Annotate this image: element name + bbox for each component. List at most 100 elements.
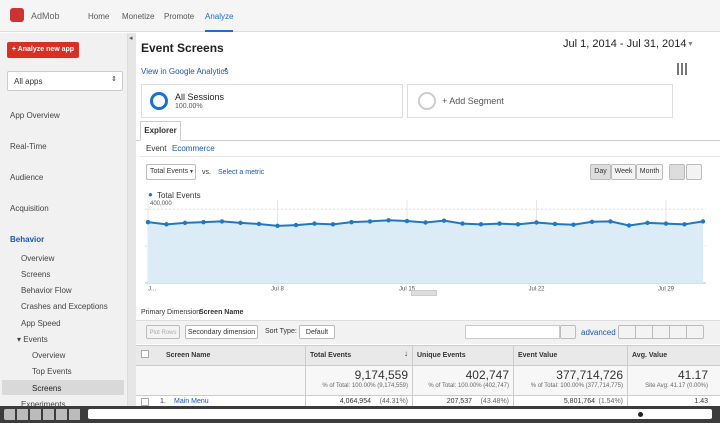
secondary-dimension[interactable]: Secondary dimension	[185, 325, 258, 339]
column-header[interactable]: Event Value	[518, 352, 558, 359]
side-item-selected[interactable]: Screens	[32, 384, 62, 393]
subtab[interactable]: Ecommerce	[172, 144, 215, 153]
search-box[interactable]	[465, 325, 560, 339]
side-selected-bg	[2, 380, 124, 395]
point	[626, 223, 632, 228]
point	[219, 219, 225, 224]
total-value: 377,714,726	[556, 368, 623, 382]
column-header[interactable]: Screen Name	[166, 352, 211, 359]
column-header[interactable]: Total Events	[310, 352, 352, 359]
segment-circle	[418, 92, 436, 110]
side-item-active[interactable]: Behavior	[10, 235, 45, 244]
date-arrow: ▼	[687, 41, 694, 48]
point	[515, 222, 521, 227]
brand: AdMob	[31, 11, 60, 21]
period-button-active[interactable]: Day	[590, 164, 611, 180]
y-tick-label: 400,000	[150, 201, 172, 207]
table-header	[136, 345, 720, 366]
x-tick-label: Jul 29	[658, 287, 675, 293]
cell: 5,801,764	[563, 398, 595, 405]
point	[330, 222, 336, 227]
nav-item-active[interactable]: Analyze	[205, 12, 234, 32]
point	[441, 218, 447, 223]
side-item[interactable]: Overview	[32, 351, 66, 360]
x-tick-label: J...	[148, 287, 156, 293]
new-app-button[interactable]: + Analyze new app	[7, 42, 79, 58]
add-segment-box[interactable]	[407, 84, 673, 118]
metric-select[interactable]: Total Events	[146, 164, 196, 180]
sort-select[interactable]: Default	[299, 325, 335, 339]
app-select[interactable]	[7, 71, 123, 91]
side-item[interactable]: Behavior Flow	[21, 286, 72, 295]
add-segment[interactable]: + Add Segment	[442, 96, 504, 106]
player-controls[interactable]	[4, 409, 82, 420]
select-arrow: ▼	[189, 169, 194, 175]
side-item[interactable]: ▾ Events	[17, 335, 48, 344]
side-item[interactable]: Acquisition	[10, 204, 49, 213]
side-item[interactable]: App Overview	[10, 111, 60, 120]
date-range[interactable]: Jul 1, 2014 - Jul 31, 2014	[563, 38, 687, 50]
point	[404, 218, 410, 224]
search-button[interactable]	[560, 325, 576, 339]
point	[293, 222, 299, 228]
col-divider	[412, 345, 413, 406]
nav-item[interactable]: Promote	[164, 12, 195, 21]
col-divider	[305, 345, 306, 406]
sort-arrow: ↓	[404, 349, 408, 358]
view-buttons[interactable]	[618, 325, 704, 339]
point	[312, 221, 317, 226]
nav-item[interactable]: Home	[88, 12, 110, 21]
point	[645, 220, 650, 226]
period-button[interactable]: Month	[636, 164, 663, 180]
grid-icon[interactable]	[677, 63, 689, 75]
side-item[interactable]: Real-Time	[10, 142, 47, 151]
cell: 207,537	[446, 398, 472, 405]
side-item[interactable]: App Speed	[21, 319, 61, 328]
side-item[interactable]: Screens	[21, 270, 51, 279]
total-note: % of Total: 100.00% (9,174,559)	[322, 383, 408, 389]
nav-item[interactable]: Monetize	[122, 12, 155, 21]
subtab-active[interactable]: Event	[146, 144, 167, 153]
x-tick-label: Jul 22	[528, 287, 545, 293]
side-item[interactable]: Top Events	[32, 367, 72, 376]
total-value: 41.17	[677, 368, 708, 382]
point	[275, 223, 280, 229]
segment-share: 100.00%	[175, 103, 203, 110]
col-divider	[627, 345, 628, 406]
point	[534, 220, 539, 225]
side-item[interactable]: Crashes and Exceptions	[21, 302, 108, 311]
scrubber-knob[interactable]	[638, 412, 643, 417]
player-scrubber[interactable]	[88, 409, 712, 419]
column-header[interactable]: Unique Events	[417, 352, 466, 359]
point	[700, 219, 706, 224]
chart-type-button[interactable]	[669, 164, 685, 180]
side-item[interactable]: Audience	[10, 173, 44, 182]
vs-label: vs.	[202, 169, 211, 176]
plot-rows[interactable]: Plot Rows	[146, 325, 180, 339]
side-item[interactable]: Experiments	[21, 400, 66, 409]
ga-link[interactable]: View in Google Analytics	[141, 67, 229, 76]
row-name[interactable]: Main Menu	[174, 398, 209, 405]
point	[460, 221, 465, 226]
collapse-arrow[interactable]: ◂	[129, 35, 133, 42]
divider	[140, 156, 720, 157]
segment-circle	[150, 92, 168, 110]
point	[589, 219, 595, 224]
point	[497, 221, 502, 226]
select-metric[interactable]: Select a metric	[218, 169, 265, 176]
chart-type-button[interactable]	[686, 164, 702, 180]
sidebar-handle	[128, 33, 136, 406]
period-button[interactable]: Week	[611, 164, 636, 180]
checkbox[interactable]	[141, 398, 149, 406]
column-header[interactable]: Avg. Value	[632, 352, 668, 359]
cell-share: (1.54%)	[598, 398, 623, 405]
checkbox[interactable]	[141, 350, 149, 358]
side-item[interactable]: Overview	[21, 254, 55, 263]
primary-value: Screen Name	[199, 309, 244, 316]
segment-box[interactable]	[141, 84, 403, 118]
advanced-link[interactable]: advanced	[581, 328, 616, 337]
tab[interactable]: Explorer	[140, 121, 181, 141]
chart-resize[interactable]	[411, 290, 437, 296]
total-note: Site Avg: 41.17 (0.00%)	[645, 383, 708, 389]
